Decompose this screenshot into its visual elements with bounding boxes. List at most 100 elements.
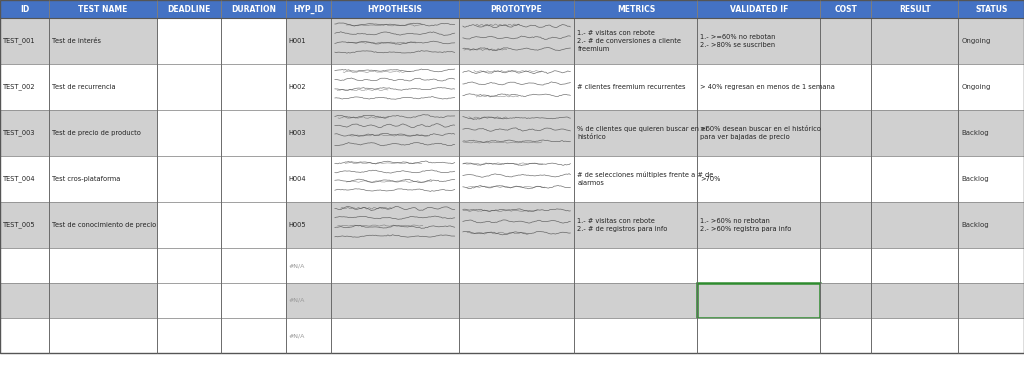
Text: VALIDATED IF: VALIDATED IF — [729, 4, 788, 14]
Bar — [697, 18, 820, 64]
Bar — [0, 64, 49, 110]
Bar — [459, 248, 574, 283]
Bar — [157, 18, 221, 64]
Text: HYPOTHESIS: HYPOTHESIS — [368, 4, 422, 14]
Bar — [697, 248, 820, 283]
Bar — [459, 283, 574, 318]
Bar — [820, 283, 871, 318]
Text: >60% desean buscar en el histórico
para ver bajadas de precio: >60% desean buscar en el histórico para … — [700, 126, 821, 140]
Bar — [820, 64, 871, 110]
Text: #N/A: #N/A — [289, 263, 305, 268]
Bar — [459, 318, 574, 353]
Bar — [574, 318, 697, 353]
Bar — [820, 202, 871, 248]
Bar — [331, 156, 459, 202]
Bar — [697, 64, 820, 110]
Bar — [331, 283, 459, 318]
Bar — [574, 0, 697, 18]
Text: #N/A: #N/A — [289, 333, 305, 338]
Bar — [958, 110, 1024, 156]
Text: TEST_004: TEST_004 — [3, 176, 36, 182]
Bar — [49, 248, 157, 283]
Bar — [221, 248, 286, 283]
Bar — [459, 0, 574, 18]
Bar — [820, 110, 871, 156]
Bar — [958, 64, 1024, 110]
Bar — [871, 202, 958, 248]
Bar — [820, 248, 871, 283]
Bar — [871, 283, 958, 318]
Bar — [820, 318, 871, 353]
Text: Ongoing: Ongoing — [962, 38, 991, 44]
Bar — [574, 64, 697, 110]
Bar — [958, 156, 1024, 202]
Bar — [574, 110, 697, 156]
Bar — [958, 18, 1024, 64]
Bar — [221, 0, 286, 18]
Text: Test de recurrencia: Test de recurrencia — [52, 84, 116, 90]
Bar — [286, 110, 331, 156]
Text: H003: H003 — [289, 130, 306, 136]
Bar — [958, 318, 1024, 353]
Bar — [157, 156, 221, 202]
Bar — [286, 64, 331, 110]
Bar — [0, 18, 49, 64]
Bar — [459, 156, 574, 202]
Bar — [459, 18, 574, 64]
Bar — [574, 283, 697, 318]
Text: TEST_005: TEST_005 — [3, 222, 36, 228]
Bar — [157, 110, 221, 156]
Text: Backlog: Backlog — [962, 176, 989, 182]
Text: % de clientes que quieren buscar en el
histórico: % de clientes que quieren buscar en el h… — [578, 126, 708, 140]
Bar — [574, 202, 697, 248]
Bar — [574, 248, 697, 283]
Bar — [221, 156, 286, 202]
Bar — [221, 64, 286, 110]
Text: COST: COST — [835, 4, 857, 14]
Bar — [958, 0, 1024, 18]
Text: TEST_003: TEST_003 — [3, 130, 36, 137]
Bar — [49, 202, 157, 248]
Bar — [0, 248, 49, 283]
Bar — [871, 0, 958, 18]
Bar — [871, 18, 958, 64]
Bar — [697, 156, 820, 202]
Bar — [331, 0, 459, 18]
Bar — [49, 64, 157, 110]
Bar — [157, 0, 221, 18]
Text: # clientes freemium recurrentes: # clientes freemium recurrentes — [578, 84, 686, 90]
Bar — [331, 110, 459, 156]
Bar — [697, 283, 820, 318]
Bar — [871, 156, 958, 202]
Bar — [286, 283, 331, 318]
Bar — [0, 156, 49, 202]
Text: 1.- >=60% no rebotan
2.- >80% se suscriben: 1.- >=60% no rebotan 2.- >80% se suscrib… — [700, 34, 776, 48]
Text: STATUS: STATUS — [975, 4, 1008, 14]
Bar — [49, 110, 157, 156]
Bar — [871, 248, 958, 283]
Bar — [286, 318, 331, 353]
Bar — [286, 18, 331, 64]
Text: >70%: >70% — [700, 176, 721, 182]
Bar — [49, 283, 157, 318]
Text: TEST NAME: TEST NAME — [78, 4, 128, 14]
Bar — [697, 202, 820, 248]
Text: Test de interés: Test de interés — [52, 38, 101, 44]
Text: HYP_ID: HYP_ID — [293, 4, 324, 14]
Bar — [820, 18, 871, 64]
Bar — [697, 283, 820, 318]
Text: Ongoing: Ongoing — [962, 84, 991, 90]
Bar — [0, 110, 49, 156]
Bar — [331, 18, 459, 64]
Bar — [697, 0, 820, 18]
Bar — [49, 18, 157, 64]
Bar — [331, 202, 459, 248]
Bar — [286, 0, 331, 18]
Bar — [286, 202, 331, 248]
Bar — [49, 0, 157, 18]
Bar — [0, 0, 49, 18]
Text: Backlog: Backlog — [962, 222, 989, 228]
Text: RESULT: RESULT — [899, 4, 931, 14]
Bar — [0, 318, 49, 353]
Text: Test cros-plataforma: Test cros-plataforma — [52, 176, 121, 182]
